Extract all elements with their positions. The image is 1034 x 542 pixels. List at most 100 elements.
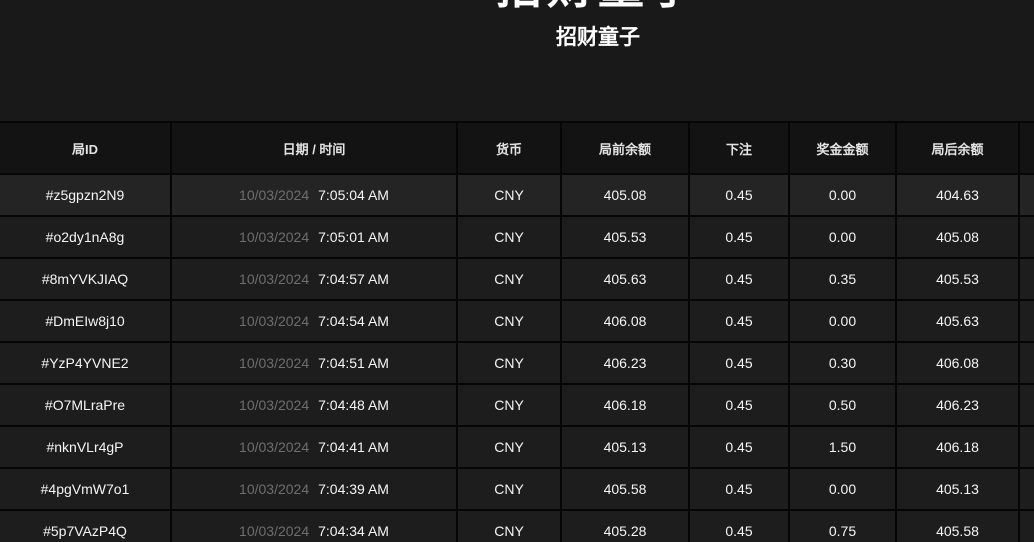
cell-bet: 0.45: [690, 427, 790, 467]
table-row: #z5gpzn2N9 10/03/2024 7:05:04 AM CNY 405…: [0, 175, 1034, 217]
cell-datetime: 10/03/2024 7:04:51 AM: [172, 343, 458, 383]
cell-datetime: 10/03/2024 7:04:39 AM: [172, 469, 458, 509]
cell-extra: [1020, 511, 1034, 542]
cell-currency: CNY: [458, 217, 562, 257]
cell-bet: 0.45: [690, 511, 790, 542]
cell-round-id: #z5gpzn2N9: [0, 175, 172, 215]
cell-currency: CNY: [458, 343, 562, 383]
cell-balance-before: 405.53: [562, 217, 690, 257]
date-text: 10/03/2024: [239, 481, 310, 497]
cell-win: 0.00: [790, 217, 897, 257]
table-row: #nknVLr4gP 10/03/2024 7:04:41 AM CNY 405…: [0, 427, 1034, 469]
cell-datetime: 10/03/2024 7:05:04 AM: [172, 175, 458, 215]
column-header: 局ID: [0, 123, 172, 173]
cell-win: 1.50: [790, 427, 897, 467]
game-title: 招财童子: [556, 26, 640, 49]
cell-bet: 0.45: [690, 385, 790, 425]
time-text: 7:04:57 AM: [318, 271, 389, 287]
time-text: 7:04:51 AM: [318, 355, 389, 371]
date-text: 10/03/2024: [239, 271, 310, 287]
clipped-game-logo-text: 招财童子: [496, 0, 700, 10]
column-header: [1020, 123, 1034, 173]
cell-datetime: 10/03/2024 7:04:41 AM: [172, 427, 458, 467]
cell-extra: [1020, 427, 1034, 467]
cell-balance-after: 405.13: [897, 469, 1020, 509]
column-header: 下注: [690, 123, 790, 173]
date-text: 10/03/2024: [239, 187, 310, 203]
cell-win: 0.00: [790, 301, 897, 341]
date-text: 10/03/2024: [239, 439, 310, 455]
table-header-row: 局ID 日期 / 时间 货币 局前余额 下注 奖金金额 局后余额: [0, 121, 1034, 175]
time-text: 7:04:34 AM: [318, 523, 389, 539]
cell-balance-before: 405.13: [562, 427, 690, 467]
cell-currency: CNY: [458, 385, 562, 425]
cell-currency: CNY: [458, 301, 562, 341]
cell-balance-after: 405.58: [897, 511, 1020, 542]
date-text: 10/03/2024: [239, 523, 310, 539]
cell-balance-before: 406.08: [562, 301, 690, 341]
cell-extra: [1020, 217, 1034, 257]
cell-win: 0.00: [790, 175, 897, 215]
column-header: 货币: [458, 123, 562, 173]
cell-bet: 0.45: [690, 301, 790, 341]
table-row: #YzP4YVNE2 10/03/2024 7:04:51 AM CNY 406…: [0, 343, 1034, 385]
cell-balance-after: 405.63: [897, 301, 1020, 341]
cell-datetime: 10/03/2024 7:04:54 AM: [172, 301, 458, 341]
cell-currency: CNY: [458, 259, 562, 299]
cell-currency: CNY: [458, 427, 562, 467]
cell-round-id: #YzP4YVNE2: [0, 343, 172, 383]
table-row: #8mYVKJIAQ 10/03/2024 7:04:57 AM CNY 405…: [0, 259, 1034, 301]
date-text: 10/03/2024: [239, 355, 310, 371]
time-text: 7:05:01 AM: [318, 229, 389, 245]
cell-bet: 0.45: [690, 259, 790, 299]
cell-extra: [1020, 175, 1034, 215]
cell-datetime: 10/03/2024 7:04:48 AM: [172, 385, 458, 425]
cell-balance-before: 405.63: [562, 259, 690, 299]
cell-win: 0.30: [790, 343, 897, 383]
cell-extra: [1020, 469, 1034, 509]
cell-round-id: #DmEIw8j10: [0, 301, 172, 341]
time-text: 7:04:48 AM: [318, 397, 389, 413]
cell-bet: 0.45: [690, 175, 790, 215]
cell-currency: CNY: [458, 175, 562, 215]
cell-balance-before: 406.18: [562, 385, 690, 425]
date-text: 10/03/2024: [239, 229, 310, 245]
cell-bet: 0.45: [690, 217, 790, 257]
cell-extra: [1020, 259, 1034, 299]
cell-balance-after: 406.08: [897, 343, 1020, 383]
time-text: 7:04:41 AM: [318, 439, 389, 455]
cell-round-id: #8mYVKJIAQ: [0, 259, 172, 299]
cell-round-id: #o2dy1nA8g: [0, 217, 172, 257]
table-row: #O7MLraPre 10/03/2024 7:04:48 AM CNY 406…: [0, 385, 1034, 427]
cell-bet: 0.45: [690, 469, 790, 509]
column-header: 奖金金额: [790, 123, 897, 173]
game-history-table: 局ID 日期 / 时间 货币 局前余额 下注 奖金金额 局后余额 #z5gpzn…: [0, 121, 1034, 542]
cell-datetime: 10/03/2024 7:04:34 AM: [172, 511, 458, 542]
column-header: 局前余额: [562, 123, 690, 173]
column-header: 局后余额: [897, 123, 1020, 173]
table-row: #5p7VAzP4Q 10/03/2024 7:04:34 AM CNY 405…: [0, 511, 1034, 542]
cell-balance-before: 405.58: [562, 469, 690, 509]
time-text: 7:04:39 AM: [318, 481, 389, 497]
cell-balance-after: 405.53: [897, 259, 1020, 299]
table-row: #DmEIw8j10 10/03/2024 7:04:54 AM CNY 406…: [0, 301, 1034, 343]
time-text: 7:04:54 AM: [318, 313, 389, 329]
cell-win: 0.35: [790, 259, 897, 299]
cell-win: 0.00: [790, 469, 897, 509]
cell-round-id: #O7MLraPre: [0, 385, 172, 425]
cell-extra: [1020, 343, 1034, 383]
cell-round-id: #4pgVmW7o1: [0, 469, 172, 509]
cell-balance-after: 406.23: [897, 385, 1020, 425]
cell-datetime: 10/03/2024 7:04:57 AM: [172, 259, 458, 299]
time-text: 7:05:04 AM: [318, 187, 389, 203]
cell-round-id: #nknVLr4gP: [0, 427, 172, 467]
cell-extra: [1020, 385, 1034, 425]
cell-round-id: #5p7VAzP4Q: [0, 511, 172, 542]
cell-win: 0.75: [790, 511, 897, 542]
table-row: #4pgVmW7o1 10/03/2024 7:04:39 AM CNY 405…: [0, 469, 1034, 511]
date-text: 10/03/2024: [239, 313, 310, 329]
cell-balance-before: 406.23: [562, 343, 690, 383]
cell-win: 0.50: [790, 385, 897, 425]
cell-datetime: 10/03/2024 7:05:01 AM: [172, 217, 458, 257]
